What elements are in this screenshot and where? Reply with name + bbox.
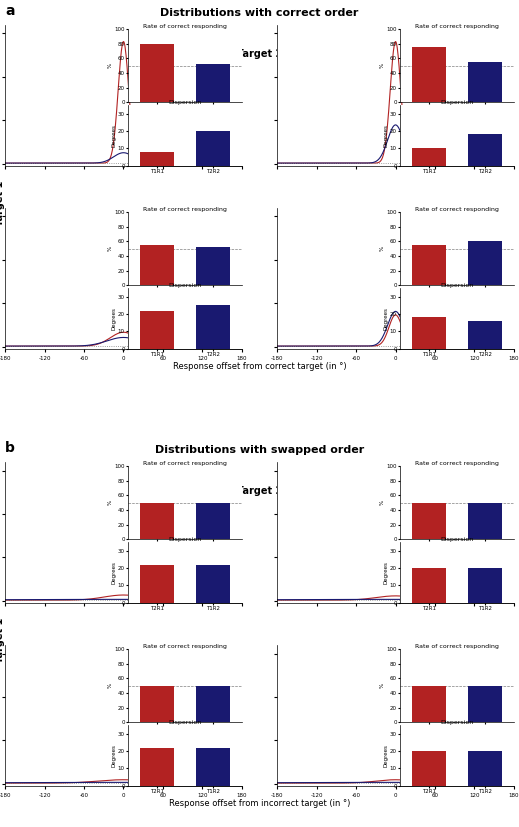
Text: Seen: Seen (365, 504, 388, 513)
Text: Target 1: Target 1 (0, 617, 5, 662)
Text: Match between: Match between (10, 471, 69, 480)
Text: Unseen: Unseen (131, 504, 165, 513)
Text: Distributions with correct order: Distributions with correct order (160, 8, 359, 18)
Text: % trials: % trials (10, 571, 39, 580)
Text: Target 1 and response 2: Target 1 and response 2 (46, 500, 138, 509)
Text: Seen: Seen (10, 528, 33, 538)
Text: Unseen: Unseen (10, 694, 44, 703)
Text: Target 2 and response 1: Target 2 and response 1 (46, 486, 138, 495)
Text: Unseen: Unseen (10, 256, 44, 265)
Text: Distributions with swapped order: Distributions with swapped order (155, 446, 364, 456)
Text: a: a (5, 4, 15, 18)
Text: Unseen: Unseen (131, 66, 165, 75)
Text: Target 1: Target 1 (0, 180, 5, 226)
Text: Target 2 and response 2: Target 2 and response 2 (46, 62, 138, 71)
Text: Target 2: Target 2 (237, 486, 282, 496)
Text: Response offset from incorrect target (in °): Response offset from incorrect target (i… (169, 799, 350, 808)
Text: Target 1 and response 1: Target 1 and response 1 (46, 50, 138, 59)
Text: Response offset from correct target (in °): Response offset from correct target (in … (173, 361, 346, 370)
Text: Match between: Match between (10, 35, 69, 44)
Text: Target 2: Target 2 (237, 49, 282, 60)
Text: Seen: Seen (365, 66, 388, 75)
Text: % trials: % trials (10, 134, 39, 142)
Text: b: b (5, 442, 15, 456)
Text: Seen: Seen (10, 92, 33, 101)
